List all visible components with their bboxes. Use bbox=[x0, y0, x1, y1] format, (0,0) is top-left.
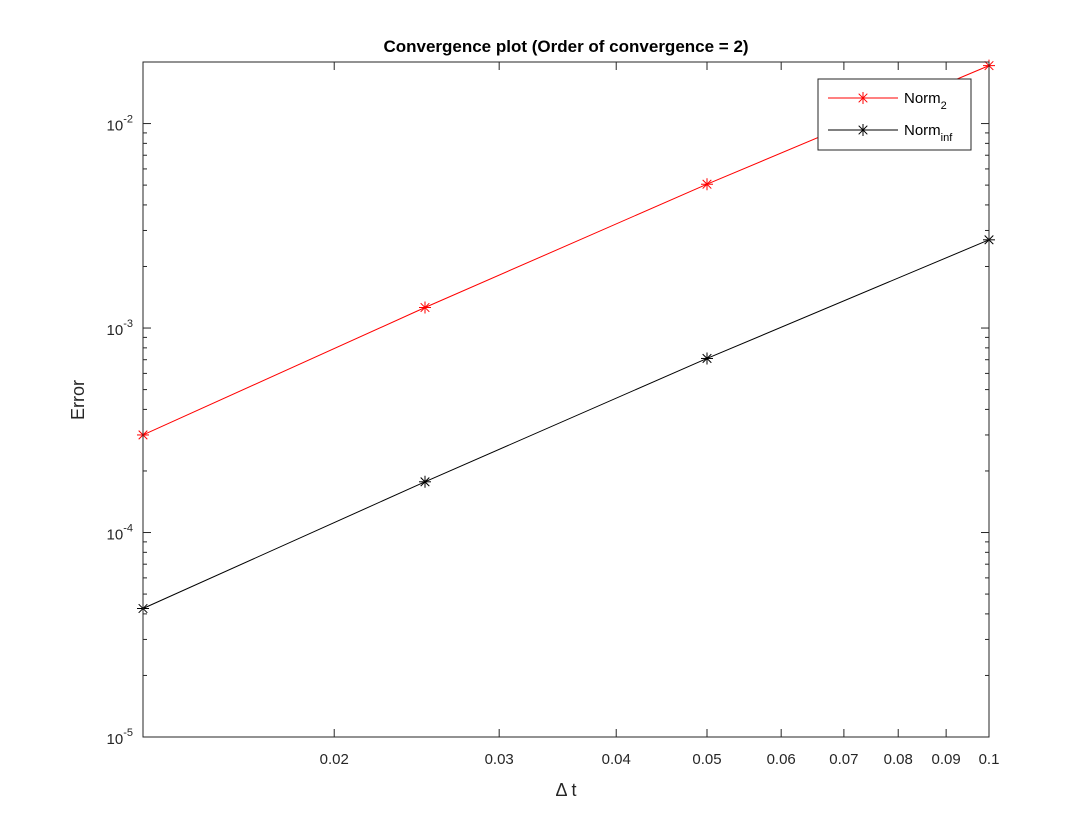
x-tick-label: 0.04 bbox=[602, 751, 631, 768]
data-point-norm-inf bbox=[701, 352, 713, 365]
data-point-norm-inf bbox=[419, 475, 431, 488]
x-tick-label: 0.07 bbox=[829, 751, 858, 768]
plot-area bbox=[143, 62, 989, 737]
y-axis-label: Error bbox=[68, 380, 88, 420]
x-axis-ticks: 0.02 0.03 0.04 0.05 0.06 0.07 0.08 0.09 0.1 bbox=[320, 62, 1000, 768]
y-tick-label: 10-2 bbox=[107, 114, 133, 135]
x-tick-label: 0.1 bbox=[979, 751, 1000, 768]
legend-label: Norm2 bbox=[904, 90, 947, 112]
x-tick-label: 0.02 bbox=[320, 751, 349, 768]
axes-box bbox=[142, 61, 990, 738]
x-axis-label: Δ t bbox=[555, 780, 576, 800]
y-axis-ticks: 10-5 10-4 10-3 10-2 bbox=[107, 61, 989, 748]
y-tick-label: 10-3 bbox=[107, 318, 133, 339]
x-tick-label: 0.09 bbox=[932, 751, 961, 768]
data-point-norm-2 bbox=[701, 178, 713, 191]
legend-marker bbox=[857, 92, 869, 104]
x-tick-label: 0.05 bbox=[692, 751, 721, 768]
y-tick-label: 10-4 bbox=[107, 523, 133, 544]
legend: Norm2 Norminf bbox=[817, 78, 972, 151]
x-tick-label: 0.08 bbox=[884, 751, 913, 768]
data-point-norm-2 bbox=[419, 301, 431, 314]
legend-marker bbox=[857, 124, 869, 136]
y-tick-label: 10-5 bbox=[107, 727, 133, 748]
chart-title: Convergence plot (Order of convergence =… bbox=[383, 37, 748, 56]
legend-label: Norminf bbox=[904, 122, 953, 144]
legend-box bbox=[817, 78, 972, 151]
x-tick-label: 0.03 bbox=[485, 751, 514, 768]
series-line-norm-inf bbox=[142, 239, 990, 609]
x-tick-label: 0.06 bbox=[767, 751, 796, 768]
